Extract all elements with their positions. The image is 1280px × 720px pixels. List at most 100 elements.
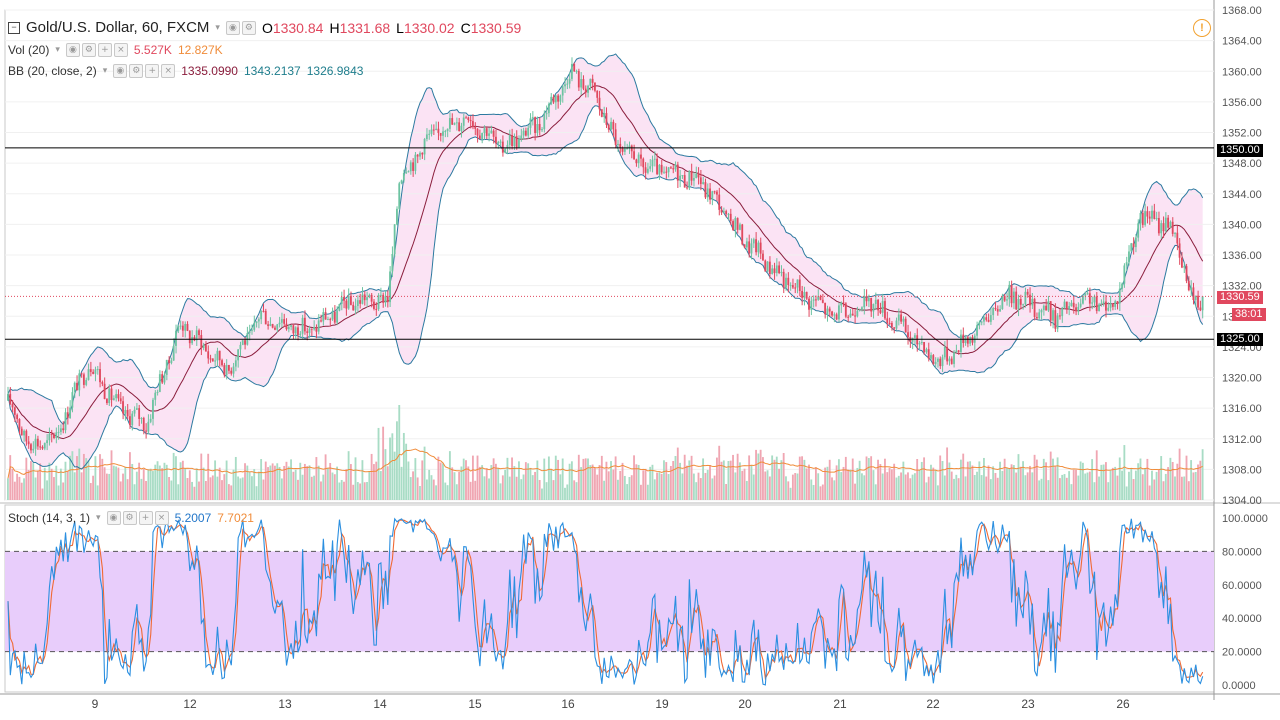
candle-body	[16, 414, 19, 420]
settings-icon[interactable]: ⚙	[81, 43, 96, 57]
candle-body	[667, 167, 670, 173]
volume-bar	[439, 462, 442, 500]
volume-bar	[1123, 445, 1126, 500]
plus-icon[interactable]: +	[97, 43, 112, 57]
candle-body	[1194, 295, 1197, 300]
volume-bar	[1102, 464, 1105, 500]
alarm-clock-icon[interactable]: !	[1193, 19, 1211, 37]
candle-body	[324, 312, 327, 320]
volume-bar	[861, 473, 863, 500]
close-icon[interactable]: ×	[113, 43, 128, 57]
eye-icon[interactable]: ◉	[65, 43, 80, 57]
candle-body	[237, 349, 240, 361]
candle-body	[149, 418, 152, 422]
candle-body	[884, 301, 886, 319]
volume-bar	[126, 479, 129, 500]
close-icon[interactable]: ×	[154, 511, 169, 525]
candle-body	[177, 326, 180, 331]
candle-body	[913, 335, 916, 338]
candle-body	[879, 310, 882, 313]
eye-icon[interactable]: ◉	[225, 20, 240, 35]
candle-body	[699, 177, 702, 184]
volume-bar	[978, 461, 981, 500]
collapse-icon[interactable]: −	[8, 21, 20, 34]
volume-bar	[715, 457, 718, 500]
volume-bar	[923, 457, 926, 500]
chevron-down-icon[interactable]: ▾	[55, 45, 60, 55]
volume-bar	[1061, 474, 1064, 500]
candle-body	[87, 369, 90, 380]
candle-body	[934, 361, 937, 365]
volume-bar	[966, 461, 969, 500]
stoch-title[interactable]: Stoch (14, 3, 1)	[8, 511, 91, 525]
volume-bar	[1056, 457, 1059, 500]
volume-bar	[78, 448, 81, 500]
candle-body	[971, 337, 974, 343]
candle-body	[757, 242, 760, 253]
volume-bar	[168, 477, 170, 500]
volume-bar	[743, 468, 746, 500]
volume-bar	[1077, 475, 1080, 500]
volume-bar	[9, 455, 12, 500]
volume-bar	[766, 470, 769, 500]
candle-body	[559, 95, 562, 102]
candle-body	[439, 132, 442, 136]
candle-body	[264, 310, 267, 325]
volume-bar	[195, 468, 198, 500]
volume-bar	[566, 484, 569, 500]
candle-body	[478, 135, 481, 140]
candle-body	[285, 323, 288, 330]
plus-icon[interactable]: +	[138, 511, 153, 525]
candle-body	[584, 88, 587, 93]
volume-bar	[856, 467, 859, 500]
candle-body	[1107, 307, 1110, 311]
volume-bar	[1029, 465, 1031, 500]
candle-body	[168, 359, 170, 364]
close-icon[interactable]: ×	[161, 64, 176, 78]
candle-body	[679, 175, 682, 181]
volume-bar	[458, 471, 461, 500]
bb-title[interactable]: BB (20, close, 2)	[8, 64, 97, 78]
candle-body	[211, 358, 214, 362]
candle-body	[1176, 232, 1179, 244]
candle-body	[690, 170, 693, 181]
settings-icon[interactable]: ⚙	[241, 20, 256, 35]
volume-bar	[506, 457, 509, 500]
volume-title[interactable]: Vol (20)	[8, 43, 50, 57]
volume-bar	[987, 465, 990, 500]
volume-bar	[402, 432, 405, 500]
settings-icon[interactable]: ⚙	[122, 511, 137, 525]
candle-body	[939, 358, 942, 367]
volume-bar	[43, 467, 46, 500]
eye-icon[interactable]: ◉	[106, 511, 121, 525]
price-tick-label: 1360.00	[1222, 66, 1262, 78]
chevron-down-icon[interactable]: ▾	[96, 513, 101, 523]
candle-body	[619, 143, 622, 148]
candle-body	[262, 310, 265, 312]
chevron-down-icon[interactable]: ▾	[215, 22, 220, 33]
candle-body	[271, 324, 274, 328]
volume-bar	[368, 471, 371, 500]
plus-icon[interactable]: +	[145, 64, 160, 78]
volume-bar	[720, 461, 723, 500]
settings-icon[interactable]: ⚙	[129, 64, 144, 78]
symbol-title[interactable]: Gold/U.S. Dollar, 60, FXCM	[26, 19, 210, 36]
volume-bar	[916, 459, 919, 500]
volume-bar	[53, 477, 55, 500]
chevron-down-icon[interactable]: ▾	[102, 66, 108, 76]
candle-body	[1077, 306, 1080, 312]
level-tag-high[interactable]: 1350.00	[1217, 144, 1263, 157]
volume-bar	[992, 466, 995, 500]
volume-bar	[547, 456, 550, 500]
candle-body	[345, 300, 348, 309]
level-tag-low[interactable]: 1325.00	[1217, 333, 1263, 346]
volume-bar	[481, 465, 484, 500]
candle-body	[739, 224, 741, 230]
candle-body	[1015, 291, 1018, 310]
candle-body	[1098, 304, 1100, 312]
candle-body	[736, 218, 739, 230]
volume-bar	[577, 454, 580, 500]
volume-bar	[469, 481, 472, 500]
eye-icon[interactable]: ◉	[113, 64, 128, 78]
